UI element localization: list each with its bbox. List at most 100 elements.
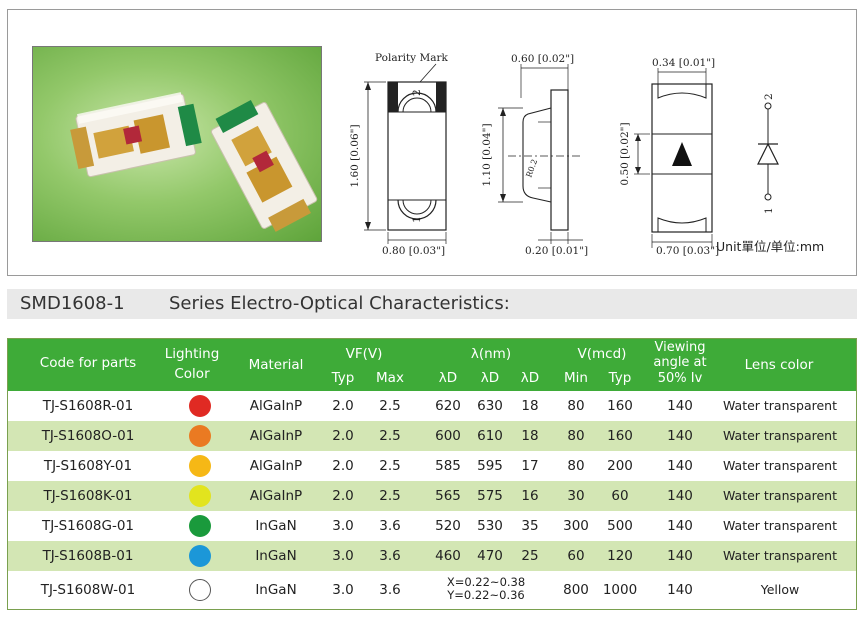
cell-iv-typ: 160 <box>607 428 633 444</box>
pad-height-dimension: 0.50 [0.02"] <box>619 122 631 185</box>
lighting-color-swatch <box>189 485 211 507</box>
cell-material: AlGaInP <box>249 488 303 504</box>
header-viewing: Viewing <box>654 340 706 355</box>
cell-material: InGaN <box>255 518 297 534</box>
cell-material: InGaN <box>255 582 297 598</box>
inner-height-dimension: 1.10 [0.04"] <box>481 123 493 186</box>
cell-angle: 140 <box>667 398 693 414</box>
header-vf-typ: Typ <box>331 370 355 386</box>
characteristics-table: Code for parts Lighting Color Material V… <box>7 338 857 610</box>
cell-code: TJ-S1608O-01 <box>41 428 135 444</box>
table-row: TJ-S1608G-01 InGaN 3.0 3.6 520 530 35 300 500 140… <box>8 511 856 541</box>
cell-vf-max: 2.5 <box>379 488 401 504</box>
header-angle: angle at <box>653 355 707 370</box>
cell-iv-min: 300 <box>563 518 589 534</box>
cell-vf-typ: 2.0 <box>332 428 354 444</box>
cell-ld1: 460 <box>435 548 461 564</box>
header-iv-typ: Typ <box>608 370 632 386</box>
cell-iv-min: 60 <box>567 548 585 564</box>
cell-vf-typ: 3.0 <box>332 582 354 598</box>
cell-ld2: 630 <box>477 398 503 414</box>
cell-vf-max: 3.6 <box>379 518 401 534</box>
lighting-color-swatch <box>189 395 211 417</box>
cell-iv-typ: 500 <box>607 518 633 534</box>
series-title: Series Electro-Optical Characteristics: <box>169 293 510 314</box>
cell-ld3: 35 <box>521 518 539 534</box>
table-row: TJ-S1608O-01 AlGaInP 2.0 2.5 600 610 18 80 160 14… <box>8 421 856 451</box>
cell-vf-typ: 2.0 <box>332 458 354 474</box>
lighting-color-swatch <box>189 425 211 447</box>
cell-ld1: 600 <box>435 428 461 444</box>
header-ld-3: λD <box>520 370 540 386</box>
cell-ld3: 18 <box>521 428 539 444</box>
cell-lens: Water transparent <box>722 428 838 443</box>
top-width-dimension: 0.60 [0.02"] <box>511 53 574 65</box>
cell-iv-min: 800 <box>563 582 589 598</box>
led-photo-illustration <box>70 92 318 232</box>
height-dimension: 1.60 [0.06"] <box>349 124 361 187</box>
cell-material: AlGaInP <box>249 398 303 414</box>
cell-iv-typ: 120 <box>607 548 633 564</box>
chroma-x: X=0.22~0.38 <box>446 575 526 589</box>
cell-lens: Water transparent <box>722 488 838 503</box>
header-lambda: λ(nm) <box>470 346 512 362</box>
chroma-y: Y=0.22~0.36 <box>447 588 525 602</box>
cell-iv-min: 80 <box>567 398 585 414</box>
cell-ld1: 585 <box>435 458 461 474</box>
pin-1-label: 1 <box>411 216 423 223</box>
header-50-iv: 50% Iv <box>657 371 703 386</box>
cell-ld3: 18 <box>521 398 539 414</box>
cell-material: AlGaInP <box>249 458 303 474</box>
header-code: Code for parts <box>39 355 137 371</box>
header-ld-1: λD <box>438 370 458 386</box>
cell-ld3: 25 <box>521 548 539 564</box>
width-dimension: 0.80 [0.03"] <box>382 245 445 257</box>
table-row: TJ-S1608B-01 InGaN 3.0 3.6 460 470 25 60 120 140 W… <box>8 541 856 571</box>
radius-label: R0.2 <box>524 158 539 179</box>
cell-ld1: 565 <box>435 488 461 504</box>
pin-2-label: 2 <box>411 89 423 96</box>
header-iv: V(mcd) <box>577 346 627 362</box>
cell-code: TJ-S1608B-01 <box>42 548 134 564</box>
cell-angle: 140 <box>667 488 693 504</box>
table-row: TJ-S1608R-01 AlGaInP 2.0 2.5 620 630 18 80 160 14… <box>8 391 856 421</box>
cell-lens: Water transparent <box>722 458 838 473</box>
lighting-color-swatch <box>189 545 211 567</box>
cell-lens: Water transparent <box>722 398 838 413</box>
cell-angle: 140 <box>667 458 693 474</box>
cell-vf-max: 3.6 <box>379 548 401 564</box>
cell-code: TJ-S1608Y-01 <box>43 458 133 474</box>
polarity-mark-label: Polarity Mark <box>375 52 448 64</box>
cell-ld3: 16 <box>521 488 539 504</box>
cell-ld1: 520 <box>435 518 461 534</box>
header-color: Color <box>174 366 210 382</box>
cell-ld3: 17 <box>521 458 539 474</box>
header-lighting: Lighting <box>164 346 220 362</box>
cell-ld1: 620 <box>435 398 461 414</box>
cell-lens: Water transparent <box>722 548 838 563</box>
cell-iv-min: 80 <box>567 458 585 474</box>
symbol-pin-1-label: 1 <box>763 207 775 214</box>
cell-vf-typ: 3.0 <box>332 518 354 534</box>
cell-vf-max: 3.6 <box>379 582 401 598</box>
pad-width-dimension: 0.34 [0.01"] <box>652 57 715 69</box>
cell-material: AlGaInP <box>249 428 303 444</box>
table-header: Code for parts Lighting Color Material V… <box>8 339 856 391</box>
cell-code: TJ-S1608G-01 <box>41 518 135 534</box>
pad-bottom-dimension: 0.70 [0.03"] <box>656 245 719 257</box>
cell-code: TJ-S1608R-01 <box>42 398 134 414</box>
cell-ld2: 575 <box>477 488 503 504</box>
table-row: TJ-S1608K-01 AlGaInP 2.0 2.5 565 575 16 30 60 140… <box>8 481 856 511</box>
cell-iv-typ: 200 <box>607 458 633 474</box>
header-iv-min: Min <box>564 370 588 386</box>
cell-code: TJ-S1608W-01 <box>40 582 136 598</box>
cell-iv-typ: 160 <box>607 398 633 414</box>
cell-iv-typ: 60 <box>611 488 629 504</box>
header-vf: VF(V) <box>345 346 383 362</box>
symbol-pin-2-label: 2 <box>763 93 775 100</box>
section-title-bar: SMD1608-1 Series Electro-Optical Charact… <box>7 289 857 319</box>
cell-ld2: 470 <box>477 548 503 564</box>
cell-code: TJ-S1608K-01 <box>43 488 133 504</box>
header-lens: Lens color <box>744 357 814 373</box>
cell-vf-max: 2.5 <box>379 398 401 414</box>
